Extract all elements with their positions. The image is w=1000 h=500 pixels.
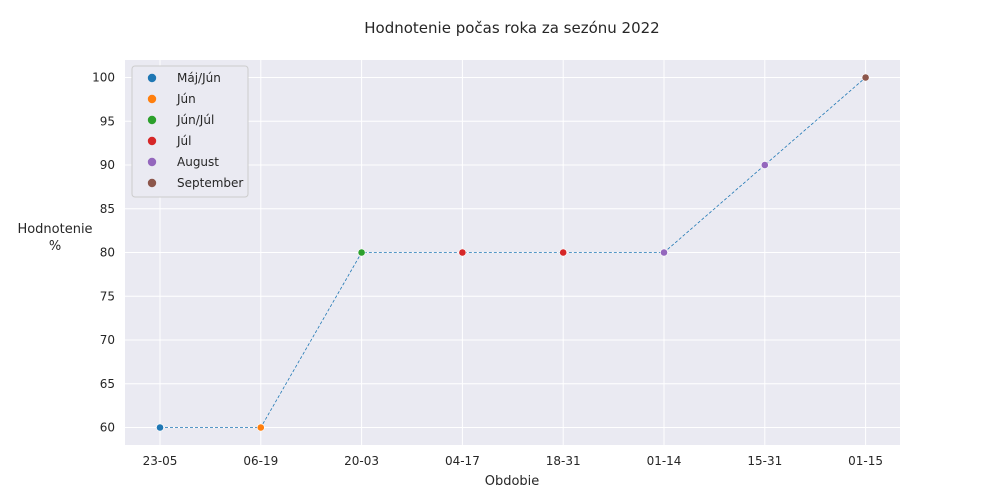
legend-items: Máj/Jún Jún Jún/Júl Júl August September bbox=[147, 71, 243, 190]
x-tick-label: 01-14 bbox=[647, 454, 682, 468]
x-tick-label: 23-05 bbox=[143, 454, 178, 468]
y-axis-label-line-1: Hodnotenie bbox=[17, 222, 92, 237]
legend-marker bbox=[147, 73, 157, 83]
legend: Máj/Jún Jún Jún/Júl Júl August September bbox=[131, 65, 249, 198]
x-tick-label: 01-15 bbox=[848, 454, 883, 468]
data-point bbox=[559, 248, 568, 257]
x-axis-label: Obdobie bbox=[485, 474, 540, 489]
y-tick-label: 95 bbox=[100, 114, 115, 128]
x-tick-label: 20-03 bbox=[344, 454, 379, 468]
y-tick-label: 65 bbox=[100, 377, 115, 391]
legend-marker bbox=[147, 94, 157, 104]
y-tick-label: 100 bbox=[92, 71, 115, 85]
legend-label: Jún bbox=[176, 92, 196, 106]
y-tick-label: 60 bbox=[100, 421, 115, 435]
legend-marker bbox=[147, 157, 157, 167]
y-axis-label-line-2: % bbox=[49, 239, 61, 254]
legend-marker bbox=[147, 136, 157, 146]
data-point bbox=[256, 423, 265, 432]
legend-label: Júl bbox=[176, 134, 191, 148]
legend-label: Jún/Júl bbox=[176, 113, 214, 127]
connector-line bbox=[160, 77, 866, 428]
y-tick-label: 80 bbox=[100, 246, 115, 260]
data-point bbox=[760, 161, 769, 169]
data-point bbox=[861, 73, 870, 82]
x-tick-label: 06-19 bbox=[243, 454, 278, 468]
legend-label: August bbox=[177, 155, 219, 169]
data-point bbox=[156, 423, 164, 432]
chart-title: Hodnotenie počas roka za sezónu 2022 bbox=[364, 19, 659, 37]
x-tick-label: 18-31 bbox=[546, 454, 581, 468]
data-point bbox=[660, 248, 668, 257]
data-point bbox=[458, 248, 467, 257]
connector-line-layer bbox=[160, 77, 866, 428]
data-point bbox=[357, 248, 366, 257]
y-tick-label: 90 bbox=[100, 158, 115, 172]
legend-marker bbox=[147, 115, 157, 125]
legend-marker bbox=[147, 178, 157, 188]
y-tick-label: 75 bbox=[100, 289, 115, 303]
legend-label: September bbox=[177, 176, 243, 190]
x-tick-label: 15-31 bbox=[747, 454, 782, 468]
data-points-layer bbox=[156, 73, 870, 432]
y-tick-label: 70 bbox=[100, 333, 115, 347]
legend-label: Máj/Jún bbox=[177, 71, 221, 85]
legend-box bbox=[131, 65, 249, 198]
x-tick-label: 04-17 bbox=[445, 454, 480, 468]
tick-labels-layer: 60 65 70 75 80 85 90 95 100 23-05 06-19 20-03 04-17 1… bbox=[92, 71, 883, 469]
y-tick-label: 85 bbox=[100, 202, 115, 216]
